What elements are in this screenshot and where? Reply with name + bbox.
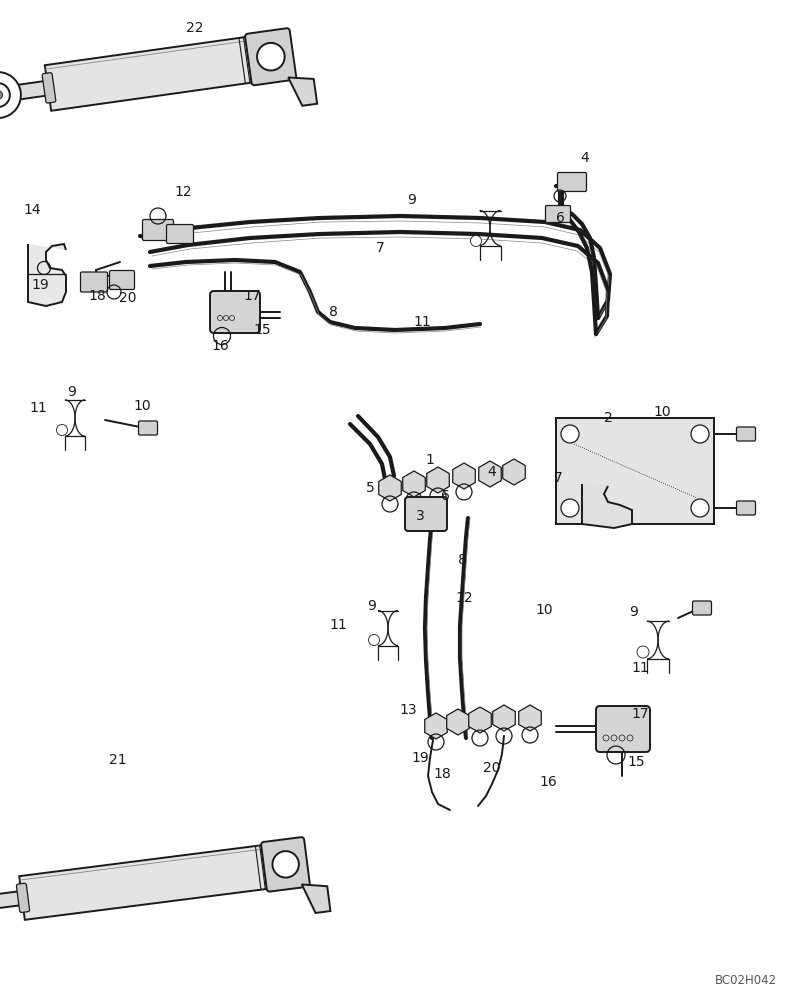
Bar [44,31,293,111]
Text: 7: 7 [376,241,385,255]
Bar [0,81,49,102]
FancyBboxPatch shape [210,291,260,333]
Text: 9: 9 [407,193,416,207]
Text: 18: 18 [433,767,451,781]
Polygon shape [479,461,501,487]
FancyBboxPatch shape [545,206,570,223]
Circle shape [0,83,10,107]
Polygon shape [288,77,318,106]
FancyBboxPatch shape [138,421,158,435]
Text: 12: 12 [455,591,473,605]
Circle shape [257,43,284,70]
FancyBboxPatch shape [558,172,587,192]
Polygon shape [469,707,491,733]
Polygon shape [493,705,516,731]
Text: 11: 11 [29,401,47,415]
Text: 21: 21 [109,753,127,767]
Circle shape [0,72,21,118]
FancyBboxPatch shape [42,73,56,103]
Polygon shape [519,705,541,731]
Text: 11: 11 [631,661,649,675]
Text: 17: 17 [631,707,649,721]
Polygon shape [452,463,475,489]
Polygon shape [556,418,714,524]
Circle shape [561,425,579,443]
Bar [556,418,714,524]
Circle shape [691,499,709,517]
Text: 9: 9 [629,605,638,619]
Text: 18: 18 [88,289,106,303]
Circle shape [57,424,68,436]
Text: 9: 9 [368,599,377,613]
Text: 11: 11 [413,315,431,329]
Text: 10: 10 [535,603,553,617]
Text: 9: 9 [68,385,77,399]
Polygon shape [503,459,525,485]
Polygon shape [582,484,632,528]
Text: 8: 8 [457,553,466,567]
FancyBboxPatch shape [16,883,30,912]
Circle shape [272,851,299,878]
Text: 3: 3 [415,509,424,523]
Polygon shape [402,471,425,497]
Text: 11: 11 [329,618,347,632]
Text: 10: 10 [653,405,671,419]
Bar [0,891,23,911]
FancyBboxPatch shape [110,270,134,290]
FancyBboxPatch shape [142,220,174,240]
Polygon shape [427,467,449,493]
Circle shape [470,235,482,246]
FancyBboxPatch shape [737,501,755,515]
FancyBboxPatch shape [405,497,447,531]
Circle shape [368,635,380,646]
FancyBboxPatch shape [737,427,755,441]
Text: 4: 4 [581,151,589,165]
Text: 16: 16 [211,339,229,353]
Text: 20: 20 [120,291,137,305]
Circle shape [561,499,579,517]
Polygon shape [425,713,448,739]
Text: 14: 14 [23,203,41,217]
FancyBboxPatch shape [245,28,297,85]
Polygon shape [379,475,402,501]
Text: 10: 10 [133,399,151,413]
Text: 15: 15 [253,323,271,337]
Polygon shape [28,244,66,306]
Polygon shape [302,884,330,913]
FancyBboxPatch shape [81,272,107,292]
FancyBboxPatch shape [596,706,650,752]
Text: 22: 22 [187,21,204,35]
Text: 4: 4 [487,465,496,479]
Text: 19: 19 [411,751,429,765]
Polygon shape [447,709,469,735]
Circle shape [0,90,2,100]
FancyBboxPatch shape [166,225,193,243]
Text: 6: 6 [440,489,449,503]
Circle shape [691,425,709,443]
Text: 13: 13 [399,703,417,717]
Text: BC02H042: BC02H042 [715,974,777,986]
Text: 12: 12 [175,185,191,199]
Text: 1: 1 [426,453,435,467]
Circle shape [637,646,649,658]
Text: 19: 19 [32,278,48,292]
Text: 6: 6 [556,211,565,225]
Text: 2: 2 [604,411,612,425]
Text: 20: 20 [483,761,501,775]
FancyBboxPatch shape [261,837,309,892]
Text: 15: 15 [627,755,645,769]
Text: 7: 7 [553,471,562,485]
Text: 17: 17 [243,289,261,303]
Text: 8: 8 [329,305,338,319]
FancyBboxPatch shape [692,601,712,615]
Bar [19,840,307,920]
Text: 5: 5 [366,481,374,495]
Text: 16: 16 [539,775,557,789]
